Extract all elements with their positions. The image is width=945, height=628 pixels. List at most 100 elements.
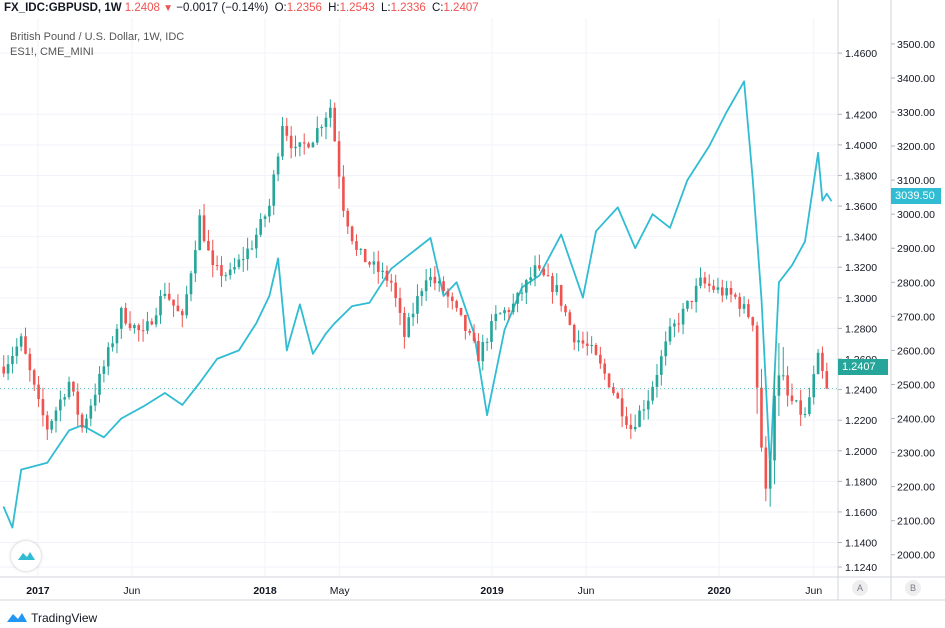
price-change: −0.0017 (−0.14%) <box>176 2 269 14</box>
candle-body <box>825 371 829 389</box>
es1-point <box>198 381 201 384</box>
axis-b-button[interactable]: B <box>905 580 921 596</box>
tradingview-logo-icon <box>7 613 27 622</box>
candle-body <box>516 292 519 304</box>
candle-body <box>394 282 397 299</box>
candle-body <box>272 174 276 206</box>
candle-body <box>302 142 306 144</box>
candle-body <box>337 141 341 177</box>
es1-point <box>760 298 763 301</box>
candle-body <box>150 321 154 325</box>
candle-body <box>115 328 119 344</box>
candle-body <box>237 259 241 268</box>
candle-body <box>795 400 798 402</box>
close-value: 1.2407 <box>443 2 479 14</box>
candle-body <box>734 294 737 297</box>
es-tick-label: 3000.00 <box>897 209 935 221</box>
candle-body <box>154 315 158 325</box>
candle-body <box>315 128 319 143</box>
low-value: 1.2336 <box>390 2 426 14</box>
es-tick-label: 2600.00 <box>897 345 935 357</box>
candle-body <box>507 310 511 312</box>
candle-body <box>490 320 493 342</box>
candle-body <box>420 291 424 297</box>
open-label: O: <box>274 2 287 14</box>
candle-body <box>625 416 628 425</box>
candle-body <box>233 267 236 270</box>
candle-body <box>503 310 506 314</box>
es1-point <box>46 461 49 464</box>
es1-point <box>725 111 728 113</box>
es1-point <box>582 296 584 299</box>
candle-body <box>41 399 45 416</box>
candle-body <box>163 293 167 297</box>
es1-point <box>743 80 745 83</box>
candle-body <box>45 415 49 430</box>
candle-body <box>185 294 188 316</box>
es1-point <box>538 274 541 277</box>
candle-body <box>529 277 532 281</box>
candle-body <box>699 277 702 286</box>
es1-point <box>216 358 218 360</box>
candle-body <box>781 375 785 377</box>
candle-body <box>459 307 463 315</box>
candle-body <box>477 340 480 362</box>
chart-axes <box>0 0 945 601</box>
price-tick-label: 1.1240 <box>845 562 877 574</box>
candle-body <box>24 336 27 354</box>
candle-body <box>289 135 293 149</box>
chart-grid <box>0 18 838 577</box>
candle-body <box>376 261 380 272</box>
candle-body <box>808 397 811 415</box>
candle-body <box>446 291 450 297</box>
candle-body <box>681 308 685 325</box>
es-tick-label: 2300.00 <box>897 448 935 460</box>
candle-body <box>511 303 515 312</box>
es1-point <box>325 332 327 335</box>
candle-body <box>520 292 524 294</box>
candle-body <box>655 374 659 387</box>
footer-brand[interactable]: TradingView <box>6 610 97 625</box>
price-tick-label: 1.3600 <box>845 201 877 213</box>
es1-point <box>442 295 445 297</box>
price-tick-label: 1.2200 <box>845 415 877 427</box>
candle-body <box>54 410 58 421</box>
candle-body <box>581 340 585 344</box>
es1-point <box>778 281 780 284</box>
candle-body <box>455 301 458 308</box>
candle-body <box>98 373 101 395</box>
es-tick-label: 3300.00 <box>897 107 935 119</box>
high-label: H: <box>328 2 340 14</box>
price-tick-label: 1.2400 <box>845 385 877 397</box>
candle-body <box>180 311 184 316</box>
es1-point <box>103 436 105 439</box>
candle-body <box>638 410 641 427</box>
candle-body <box>342 176 345 211</box>
candle-body <box>241 259 245 261</box>
low-label: L: <box>380 2 391 14</box>
candle-body <box>50 420 53 430</box>
candle-body <box>760 387 763 448</box>
candle-body <box>607 373 611 388</box>
es1-point <box>651 213 654 215</box>
es-tick-label: 2700.00 <box>897 311 935 323</box>
candle-body <box>324 117 328 127</box>
candle-body <box>612 387 615 394</box>
tradingview-badge[interactable] <box>11 541 41 571</box>
es1-point <box>595 230 597 233</box>
candle-body <box>2 366 6 374</box>
candle-body <box>821 352 824 372</box>
candle-body <box>594 344 598 355</box>
candle-body <box>67 381 71 398</box>
axis-a-button[interactable]: A <box>852 580 868 596</box>
candle-body <box>15 346 19 356</box>
candle-body <box>59 399 62 411</box>
candle-body <box>89 405 93 419</box>
es1-point <box>20 468 22 471</box>
candle-body <box>311 142 315 148</box>
price-tick-label: 1.3200 <box>845 262 877 274</box>
candle-body <box>307 143 310 148</box>
time-tick-label: Jun <box>805 585 822 597</box>
candle-body <box>6 364 10 374</box>
